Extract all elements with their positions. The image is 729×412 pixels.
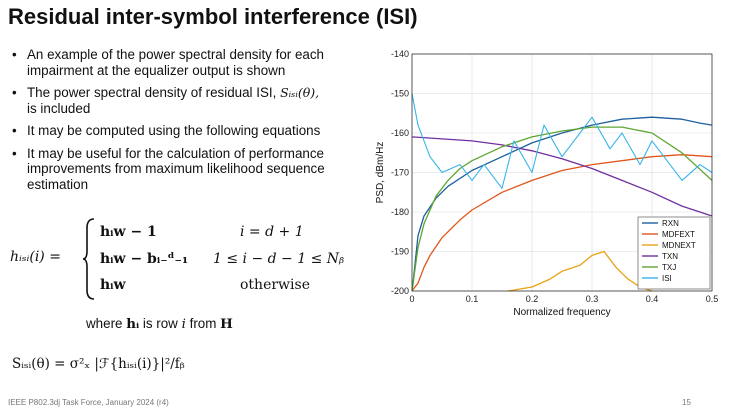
- legend-label-mdfext: MDFEXT: [662, 230, 695, 239]
- case-3-cond: otherwise: [240, 277, 310, 293]
- where-note: where hᵢ is row i from H: [86, 316, 233, 332]
- legend-label-mdnext: MDNEXT: [662, 241, 696, 250]
- bullet-1: An example of the power spectral density…: [10, 47, 365, 78]
- case-2-expr: hᵢw − bᵢ₋ᵈ₋₁: [100, 251, 189, 267]
- case-1-cond: i = d + 1: [240, 224, 304, 240]
- series-line-txn: [411, 136, 713, 217]
- cases-brace: [82, 218, 95, 300]
- slide-title: Residual inter-symbol interference (ISI): [8, 4, 418, 29]
- bullet-3: It may be computed using the following e…: [10, 123, 365, 139]
- footer-text: IEEE P802.3dj Task Force, January 2024 (…: [8, 398, 169, 407]
- where-i-symbol: i: [181, 317, 186, 332]
- series-line-mdfext: [411, 154, 713, 292]
- where-H-symbol: H: [220, 316, 233, 332]
- bullet-2-text-a: The power spectral density of residual I…: [27, 85, 277, 100]
- y-axis-label: PSD, dBm/Hz: [375, 142, 386, 204]
- series-line-mdnext: [507, 250, 653, 292]
- psd-chart: 0 0.1 0.2 0.3 0.4 0.5 -140 -150 -160 -170 -180 -190…: [375, 49, 719, 318]
- x-tick-label: 0.4: [646, 294, 659, 304]
- page-number: 15: [682, 398, 691, 407]
- where-text-b: is row: [139, 316, 182, 331]
- case-3-expr: hᵢw: [100, 277, 126, 293]
- legend-label-txj: TXJ: [662, 263, 676, 272]
- plot-frame: [411, 53, 713, 292]
- equation-lhs: hᵢₛᵢ(i) =: [10, 249, 61, 265]
- y-tick-label: -170: [391, 168, 409, 178]
- x-tick-label: 0.1: [466, 294, 479, 304]
- where-text-a: where: [86, 316, 127, 331]
- y-tick-label: -180: [391, 207, 409, 217]
- x-tick-label: 0: [409, 294, 414, 304]
- bullet-2: The power spectral density of residual I…: [10, 85, 365, 116]
- bullet-2-text-b: is included: [27, 100, 91, 116]
- x-axis-label: Normalized frequency: [513, 307, 610, 318]
- where-text-c: from: [185, 316, 221, 331]
- legend-label-txn: TXN: [662, 252, 678, 261]
- y-tick-label: -160: [391, 128, 409, 138]
- where-h-symbol: hᵢ: [126, 316, 140, 332]
- series-line-rxn: [411, 116, 713, 288]
- y-tick-label: -200: [391, 286, 409, 296]
- isi-psd-symbol: Sᵢₛᵢ(θ),: [280, 85, 320, 100]
- legend-label-rxn: RXN: [662, 219, 679, 228]
- bullet-list: An example of the power spectral density…: [10, 47, 365, 199]
- legend-box: [637, 216, 711, 290]
- case-2-cond: 1 ≤ i − d − 1 ≤ Nᵦ: [213, 251, 345, 267]
- y-tick-label: -150: [391, 89, 409, 99]
- isi-psd-equation: Sᵢₛᵢ(θ) = σ²ₓ |ℱ{hᵢₛᵢ(i)}|²/fᵦ: [12, 356, 185, 372]
- y-tick-label: -190: [391, 247, 409, 257]
- series-line-isi: [411, 93, 713, 189]
- case-1-expr: hᵢw − 1: [100, 224, 157, 240]
- x-tick-label: 0.2: [526, 294, 539, 304]
- legend-label-isi: ISI: [662, 274, 672, 283]
- bullet-4: It may be useful for the calculation of …: [10, 146, 365, 193]
- y-tick-label: -140: [391, 49, 409, 59]
- series-line-txj: [411, 126, 713, 292]
- x-tick-label: 0.3: [586, 294, 599, 304]
- x-tick-label: 0.5: [706, 294, 719, 304]
